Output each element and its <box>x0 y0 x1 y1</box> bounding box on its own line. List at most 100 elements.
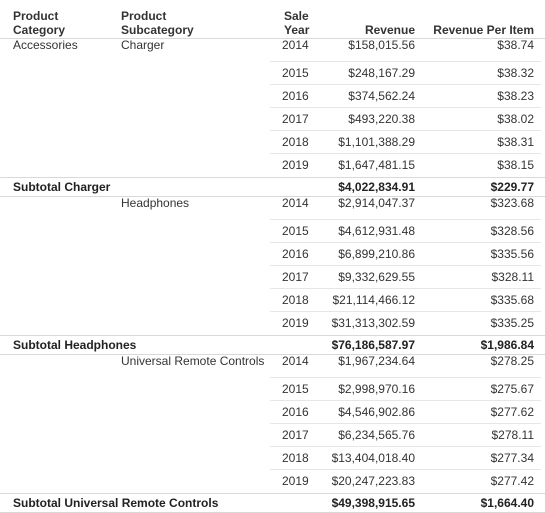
revenue-per-item-cell: $278.11 <box>491 428 535 442</box>
revenue-cell: $493,220.38 <box>348 112 415 126</box>
header-sale-year[interactable]: Sale Year <box>284 9 310 37</box>
table-row: Accessories Charger 2014 $158,015.56 $38.74 <box>0 38 545 62</box>
subtotal-label: Subtotal Headphones <box>13 338 137 352</box>
product-category-cell: Accessories <box>13 38 78 52</box>
revenue-per-item-cell: $323.68 <box>490 196 534 210</box>
sale-year-cell: 2016 <box>282 89 309 103</box>
revenue-per-item-cell: $275.67 <box>490 382 534 396</box>
subtotal-row: Subtotal Charger $4,022,834.91 $229.77 <box>0 177 545 197</box>
sale-year-cell: 2014 <box>282 196 309 210</box>
table-row: 2019 $20,247,223.83 $277.42 <box>0 470 545 493</box>
revenue-cell: $2,914,047.37 <box>338 196 415 210</box>
revenue-per-item-cell: $38.74 <box>497 38 534 52</box>
sale-year-cell: 2016 <box>282 405 309 419</box>
revenue-cell: $1,967,234.64 <box>338 354 415 368</box>
table-row: 2018 $1,101,388.29 $38.31 <box>0 131 545 154</box>
table-row: 2018 $13,404,018.40 $277.34 <box>0 447 545 470</box>
table-row: 2016 $4,546,902.86 $277.62 <box>0 401 545 424</box>
revenue-cell: $4,612,931.48 <box>338 224 415 238</box>
table-row: 2018 $21,114,466.12 $335.68 <box>0 289 545 312</box>
row-divider <box>270 130 541 131</box>
revenue-cell: $1,101,388.29 <box>338 135 415 149</box>
revenue-cell: $1,647,481.15 <box>338 158 415 172</box>
revenue-per-item-cell: $277.42 <box>490 474 534 488</box>
table-row: 2017 $493,220.38 $38.02 <box>0 108 545 131</box>
subtotal-revenue: $49,398,915.65 <box>331 496 415 510</box>
row-divider <box>270 107 541 108</box>
revenue-per-item-cell: $38.15 <box>497 158 534 172</box>
group-section: Universal Remote Controls 2014 $1,967,234.… <box>0 354 545 513</box>
row-divider <box>270 400 541 401</box>
revenue-per-item-cell: $335.25 <box>490 316 534 330</box>
subtotal-label: Subtotal Universal Remote Controls <box>13 496 219 510</box>
table-row: 2016 $6,899,210.86 $335.56 <box>0 243 545 266</box>
subtotal-row: Subtotal Universal Remote Controls $49,39… <box>0 493 545 513</box>
sale-year-cell: 2018 <box>282 451 309 465</box>
revenue-per-item-cell: $38.32 <box>497 66 534 80</box>
header-product-subcategory[interactable]: Product Subcategory <box>121 9 194 37</box>
revenue-per-item-cell: $38.23 <box>497 89 534 103</box>
table-row: 2015 $248,167.29 $38.32 <box>0 62 545 85</box>
table-row: Universal Remote Controls 2014 $1,967,234.… <box>0 354 545 378</box>
table-row: 2017 $6,234,565.76 $278.11 <box>0 424 545 447</box>
revenue-cell: $9,332,629.55 <box>338 270 415 284</box>
revenue-cell: $374,562.24 <box>348 89 415 103</box>
sale-year-cell: 2015 <box>282 382 309 396</box>
table-row: Headphones 2014 $2,914,047.37 $323.68 <box>0 196 545 220</box>
revenue-per-item-cell: $335.56 <box>490 247 534 261</box>
sale-year-cell: 2015 <box>282 66 309 80</box>
row-divider <box>270 84 541 85</box>
product-subcategory-cell: Charger <box>121 38 165 52</box>
sale-year-cell: 2017 <box>282 270 309 284</box>
table-row: 2016 $374,562.24 $38.23 <box>0 85 545 108</box>
sale-year-cell: 2014 <box>282 38 309 52</box>
row-divider <box>270 219 541 220</box>
sale-year-cell: 2019 <box>282 158 309 172</box>
sale-year-cell: 2014 <box>282 354 309 368</box>
subtotal-revenue-per-item: $1,664.40 <box>480 496 534 510</box>
revenue-cell: $31,313,302.59 <box>331 316 415 330</box>
subtotal-revenue: $4,022,834.91 <box>338 180 415 194</box>
revenue-per-item-cell: $38.31 <box>497 135 534 149</box>
header-product-category[interactable]: Product Category <box>13 9 66 37</box>
revenue-per-item-cell: $38.02 <box>497 112 534 126</box>
row-divider <box>270 265 541 266</box>
row-divider <box>270 153 541 154</box>
table-row: 2019 $1,647,481.15 $38.15 <box>0 154 545 177</box>
group-section: Headphones 2014 $2,914,047.37 $323.68 2015 $4… <box>0 196 545 355</box>
sale-year-cell: 2017 <box>282 112 309 126</box>
revenue-per-item-cell: $278.25 <box>490 354 534 368</box>
header-revenue-per-item[interactable]: Revenue Per Item <box>433 23 534 37</box>
product-subcategory-cell: Headphones <box>121 196 190 210</box>
revenue-cell: $20,247,223.83 <box>331 474 415 488</box>
revenue-cell: $158,015.56 <box>348 38 415 52</box>
revenue-per-item-cell: $328.11 <box>491 270 535 284</box>
revenue-cell: $6,234,565.76 <box>338 428 415 442</box>
header-revenue[interactable]: Revenue <box>364 23 415 37</box>
table-row: 2015 $4,612,931.48 $328.56 <box>0 220 545 243</box>
row-divider <box>270 469 541 470</box>
table-row: 2015 $2,998,970.16 $275.67 <box>0 378 545 401</box>
subtotal-label: Subtotal Charger <box>13 180 111 194</box>
product-subcategory-cell: Universal Remote Controls <box>121 354 265 368</box>
group-section: Accessories Charger 2014 $158,015.56 $38.74 2… <box>0 38 545 197</box>
revenue-cell: $2,998,970.16 <box>338 382 415 396</box>
revenue-cell: $6,899,210.86 <box>338 247 415 261</box>
table-row: 2017 $9,332,629.55 $328.11 <box>0 266 545 289</box>
revenue-cell: $21,114,466.12 <box>332 293 415 307</box>
sale-year-cell: 2018 <box>282 293 309 307</box>
subtotal-revenue: $76,186,587.97 <box>331 338 415 352</box>
revenue-cell: $248,167.29 <box>348 66 415 80</box>
table-body: Accessories Charger 2014 $158,015.56 $38.74 2… <box>0 38 545 513</box>
table-row: 2019 $31,313,302.59 $335.25 <box>0 312 545 335</box>
revenue-per-item-cell: $328.56 <box>490 224 534 238</box>
row-divider <box>270 288 541 289</box>
row-divider <box>270 446 541 447</box>
sale-year-cell: 2015 <box>282 224 309 238</box>
revenue-cell: $4,546,902.86 <box>338 405 415 419</box>
sale-year-cell: 2019 <box>282 474 309 488</box>
subtotal-revenue-per-item: $229.77 <box>490 180 534 194</box>
row-divider <box>270 377 541 378</box>
sale-year-cell: 2016 <box>282 247 309 261</box>
table-header: Product Category Product Subcategory Sal… <box>0 0 545 39</box>
